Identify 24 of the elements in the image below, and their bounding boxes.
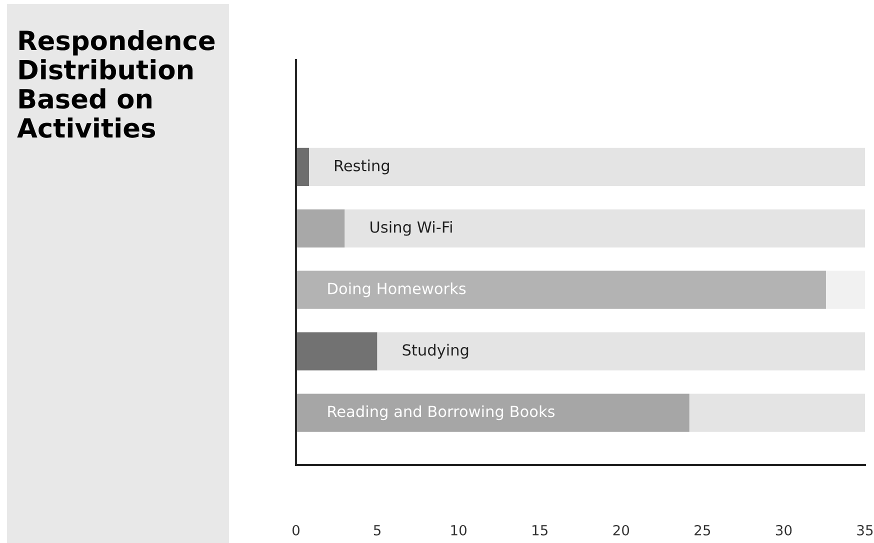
x-tick-label: 10 <box>451 524 466 536</box>
y-tick-label: Doing Homeworks <box>328 282 466 298</box>
bar <box>309 148 865 186</box>
x-tick-label: 15 <box>532 525 548 536</box>
x-tick-label: 35 <box>857 524 873 536</box>
bar <box>296 148 310 186</box>
bar <box>826 270 865 309</box>
x-tick-label: 0 <box>292 524 300 536</box>
bar <box>296 332 378 370</box>
bar <box>296 394 690 432</box>
x-tick-label: 5 <box>374 525 380 536</box>
y-tick-label: Reading and Borrowing Books <box>328 405 555 420</box>
x-tick-label: 20 <box>613 524 630 536</box>
bar <box>296 270 826 309</box>
x-tick-label: 30 <box>776 524 792 536</box>
y-tick-label: Using Wi-Fi <box>370 221 452 236</box>
bar <box>344 209 865 248</box>
y-tick-label: Resting <box>334 160 389 174</box>
y-tick-label: Studying <box>402 344 468 359</box>
bar <box>689 394 865 432</box>
x-tick-label: 25 <box>694 524 710 536</box>
bar <box>296 209 345 248</box>
bar <box>377 332 865 370</box>
chart-title: Respondence Distribution Based on Activities <box>17 30 215 138</box>
